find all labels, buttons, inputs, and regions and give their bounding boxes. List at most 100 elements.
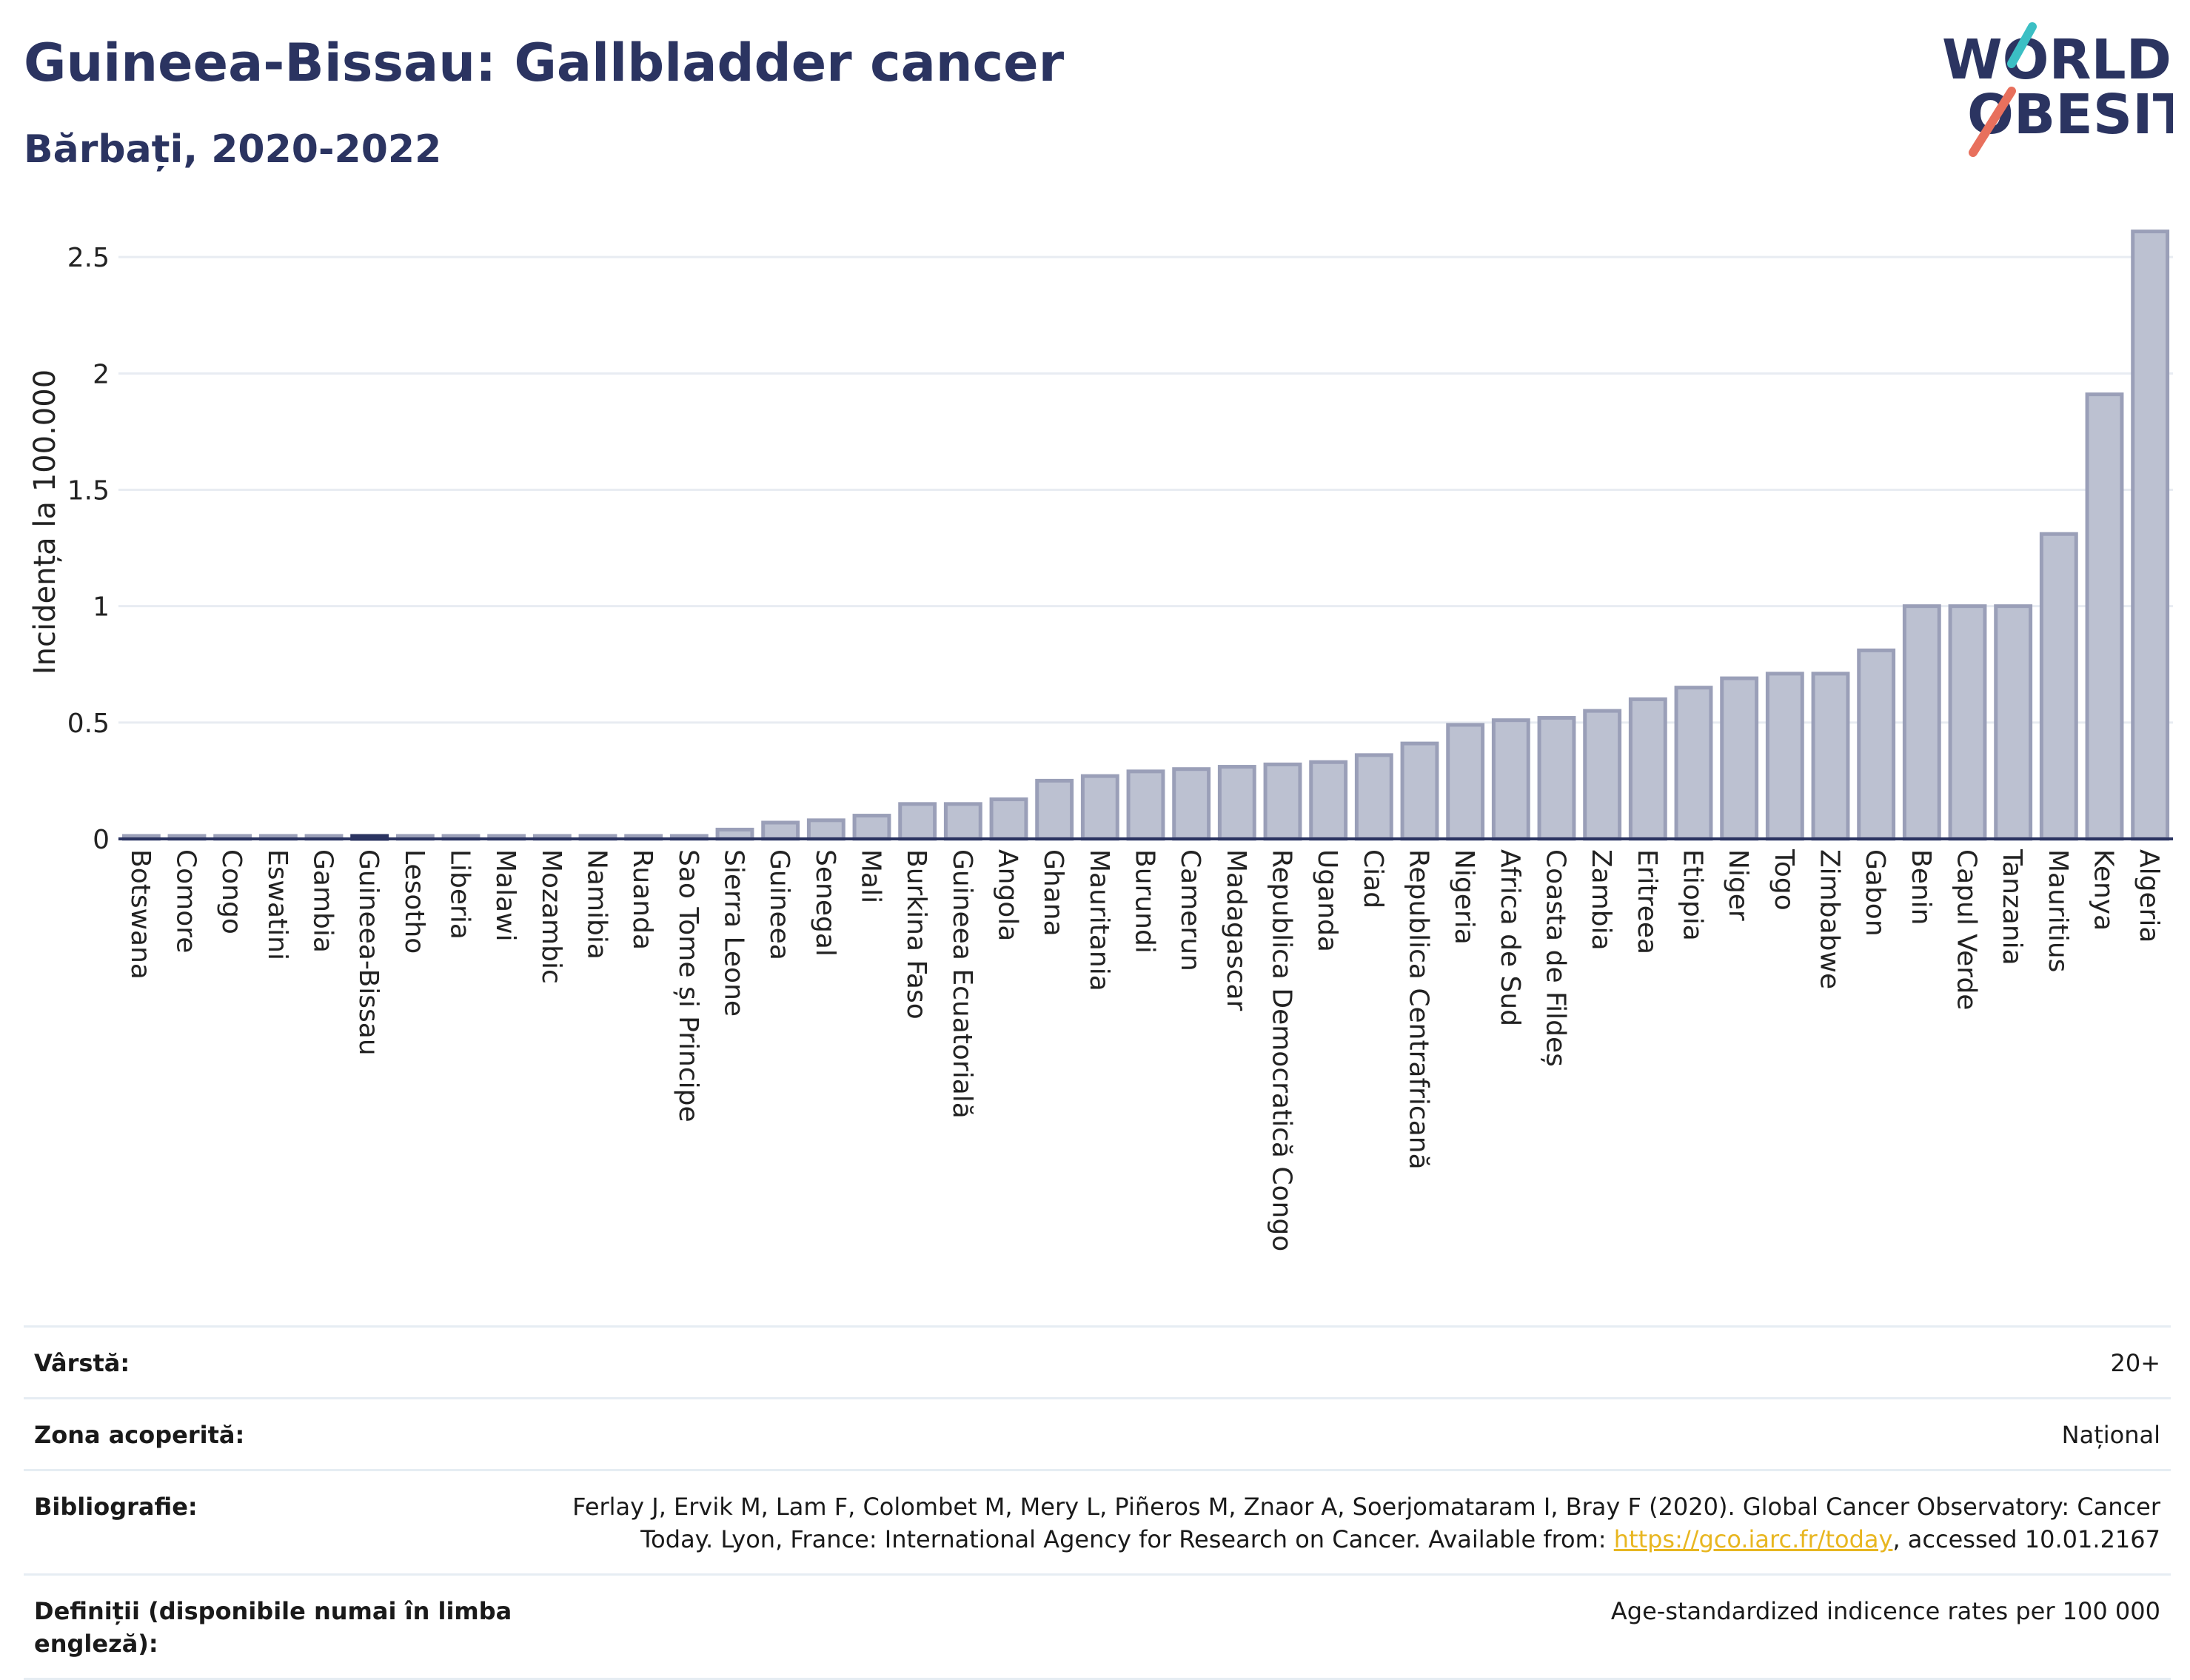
logo-slash-teal — [2007, 22, 2037, 68]
bar-eritreea — [1628, 697, 1667, 841]
x-tick-label: Benin — [1906, 849, 1936, 925]
y-tick-label: 2.5 — [67, 243, 110, 273]
x-tick-label: Nigeria — [1449, 849, 1479, 945]
bar-zimbabwe — [1811, 672, 1850, 841]
x-tick-label: Angola — [993, 849, 1023, 941]
biblio-line1: Ferlay J, Ervik M, Lam F, Colombet M, Me… — [572, 1493, 2160, 1521]
bar-ciad — [1354, 753, 1393, 841]
bar-coasta-de-fildeș — [1537, 716, 1576, 841]
bar-madagascar — [1217, 765, 1256, 841]
x-tick-label: Republica Democratică Congo — [1267, 849, 1297, 1251]
x-tick-label: Guineea — [764, 849, 794, 960]
bar-togo — [1765, 672, 1804, 841]
bar-nigeria — [1446, 723, 1485, 841]
bar-africa-de-sud — [1491, 718, 1530, 841]
x-tick-label: Uganda — [1312, 849, 1342, 952]
meta-area-label: Zona acoperită: — [34, 1421, 245, 1449]
bar-republica-centrafricană — [1400, 741, 1439, 841]
x-tick-label: Coasta de Fildeș — [1541, 849, 1571, 1067]
bars — [121, 230, 2170, 841]
meta-row-bibliography: Bibliografie: Ferlay J, Ervik M, Lam F, … — [24, 1469, 2171, 1573]
bar-benin — [1902, 604, 1941, 841]
bar-gabon — [1857, 648, 1896, 841]
chart-subtitle: Bărbați, 2020-2022 — [24, 127, 442, 172]
meta-area-value: Național — [2061, 1421, 2160, 1449]
x-tick-label: Guineea-Bissau — [353, 849, 384, 1056]
meta-age-label: Vârstă: — [34, 1349, 130, 1377]
biblio-link[interactable]: https://gco.iarc.fr/today — [1613, 1525, 1893, 1553]
x-tick-label: Capul Verde — [1952, 849, 1982, 1010]
x-tick-label: Ghana — [1038, 849, 1068, 937]
bar-tanzania — [1994, 604, 2033, 841]
x-tick-label: Mauritania — [1084, 849, 1114, 991]
bar-guineea-ecuatorială — [943, 802, 982, 841]
x-tick-label: Mozambic — [536, 849, 566, 984]
biblio-line2: Today. Lyon, France: International Agenc… — [640, 1525, 1614, 1553]
x-tick-label: Burkina Faso — [901, 849, 931, 1020]
x-tick-label: Mauritius — [2043, 849, 2073, 972]
y-tick-label: 0.5 — [67, 709, 110, 739]
meta-biblio-label: Bibliografie: — [34, 1493, 198, 1521]
x-tick-label: Kenya — [2089, 849, 2119, 931]
meta-row-age: Vârstă: 20+ — [24, 1325, 2171, 1397]
meta-row-area: Zona acoperită: Național — [24, 1397, 2171, 1469]
bar-zambia — [1583, 709, 1622, 841]
x-tick-label: Eritreea — [1632, 849, 1662, 954]
x-tick-label: Gambia — [308, 849, 338, 953]
meta-row-definitions: Definiții (disponibile numai în limba en… — [24, 1573, 2171, 1680]
world-obesity-logo: WORLD OBESITY — [1942, 22, 2173, 157]
x-tick-label: Burundi — [1130, 849, 1160, 954]
bar-mali — [852, 814, 891, 841]
logo-line1: WORLD — [1942, 28, 2171, 92]
y-tick-label: 1 — [93, 592, 110, 623]
x-tick-label: Lesotho — [399, 849, 429, 954]
bar-republica-democratică-congo — [1263, 762, 1302, 841]
logo-slash-coral — [1969, 87, 2016, 157]
bar-burkina-faso — [898, 802, 937, 841]
x-tick-label: Camerun — [1175, 849, 1205, 971]
x-tick-label: Ciad — [1358, 849, 1388, 908]
x-tick-label: Niger — [1723, 849, 1753, 921]
x-tick-label: Eswatini — [262, 849, 292, 960]
x-tick-label: Liberia — [445, 849, 475, 940]
bar-angola — [989, 797, 1028, 841]
bar-kenya — [2085, 392, 2124, 841]
x-tick-label: Madagascar — [1221, 849, 1251, 1011]
chart-title: Guineea-Bissau: Gallbladder cancer — [24, 33, 1065, 93]
x-tick-label: Tanzania — [1997, 849, 2027, 966]
bar-uganda — [1309, 760, 1348, 841]
x-tick-label: Comore — [171, 849, 201, 953]
x-tick-labels: Botswana Comore Congo Eswatini Gambia Guineea… — [125, 849, 2164, 1251]
x-tick-label: Africa de Sud — [1495, 849, 1525, 1026]
x-tick-label: Zambia — [1586, 849, 1616, 951]
bar-algeria — [2131, 230, 2170, 841]
bar-mauritius — [2039, 532, 2078, 841]
x-tick-label: Zimbabwe — [1815, 849, 1845, 989]
bar-burundi — [1126, 769, 1165, 841]
x-tick-label: Namibia — [582, 849, 612, 960]
bar-senegal — [806, 818, 845, 841]
x-tick-label: Congo — [216, 849, 247, 934]
x-tick-label: Mali — [856, 849, 886, 903]
bar-capul-verde — [1948, 604, 1987, 841]
y-tick-label: 1.5 — [67, 475, 110, 506]
bar-mauritania — [1080, 774, 1119, 841]
meta-def-value: Age-standardized indicence rates per 100… — [1610, 1597, 2160, 1625]
x-tick-label: Togo — [1769, 849, 1799, 911]
bar-niger — [1720, 676, 1759, 841]
x-tick-label: Republica Centrafricană — [1404, 849, 1434, 1170]
meta-biblio-value: Ferlay J, Ervik M, Lam F, Colombet M, Me… — [523, 1490, 2160, 1556]
y-tick-labels: 0 0.5 1 1.5 2 2.5 — [67, 243, 110, 855]
bar-camerun — [1172, 767, 1211, 841]
x-tick-label: Guineea Ecuatorială — [947, 849, 977, 1119]
x-tick-label: Gabon — [1860, 849, 1890, 937]
x-tick-label: Ruanda — [627, 849, 657, 950]
bar-chart: 0 0.5 1 1.5 2 2.5 Botswana Comore Congo Eswatini… — [28, 230, 2173, 1251]
bar-ghana — [1035, 778, 1074, 841]
meta-def-label: Definiții (disponibile numai în limba en… — [34, 1597, 512, 1658]
x-tick-label: Senegal — [810, 849, 840, 957]
bar-etiopia — [1674, 686, 1713, 841]
x-tick-label: Botswana — [125, 849, 155, 980]
x-tick-label: Malawi — [490, 849, 520, 942]
y-axis-label: Incidența la 100.000 — [28, 369, 62, 675]
